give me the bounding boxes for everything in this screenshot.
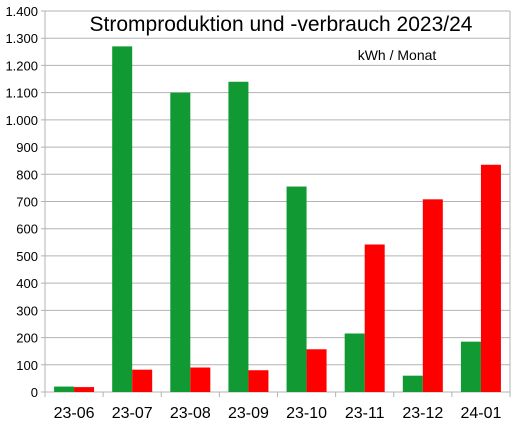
bar-series-1-23-11 — [344, 333, 365, 392]
y-axis-ticks: 0 100 200 300 400 500 600 700 800 900 1.000 1.100 1.… — [5, 4, 38, 400]
x-tick-label: 23-06 — [54, 405, 95, 422]
bar-series-1-23-12 — [402, 375, 423, 392]
x-tick-label: 23-09 — [228, 405, 269, 422]
bar-series-2-23-10 — [306, 349, 327, 392]
y-tick-label: 1.000 — [5, 113, 38, 128]
bar-series-1-23-06 — [54, 386, 75, 392]
bar-series-1-23-09 — [228, 81, 249, 392]
y-tick-label: 1.400 — [5, 4, 38, 19]
bar-series-2-23-11 — [364, 244, 385, 392]
y-tick-label: 1.300 — [5, 31, 38, 46]
y-tick-label: 200 — [16, 331, 38, 346]
x-tick-label: 23-10 — [286, 405, 327, 422]
x-tick-label: 23-11 — [345, 405, 385, 422]
y-tick-label: 700 — [16, 195, 38, 210]
bars — [54, 46, 501, 393]
bar-series-2-23-12 — [422, 199, 443, 392]
y-tick-label: 900 — [16, 140, 38, 155]
unit-label: kWh / Monat — [358, 47, 437, 63]
y-tick-label: 1.100 — [5, 86, 38, 101]
bar-series-1-23-07 — [112, 46, 133, 392]
bar-series-2-23-08 — [190, 367, 211, 392]
y-tick-label: 300 — [16, 303, 38, 318]
y-tick-label: 600 — [16, 222, 38, 237]
y-tick-label: 400 — [16, 276, 38, 291]
bar-series-2-24-01 — [480, 164, 501, 392]
y-tick-label: 800 — [16, 167, 38, 182]
x-axis-ticks: 23-06 23-07 23-08 23-09 23-10 23-11 23-12 24-01 — [54, 405, 502, 422]
x-tick-label: 24-01 — [460, 405, 501, 422]
y-tick-label: 100 — [16, 358, 38, 373]
chart-title: Stromproduktion und -verbrauch 2023/24 — [90, 13, 473, 36]
x-tick-label: 23-12 — [402, 405, 443, 422]
bar-series-1-23-08 — [170, 92, 191, 393]
bar-series-2-23-06 — [74, 387, 95, 392]
bar-series-2-23-09 — [248, 370, 269, 392]
bar-series-1-24-01 — [460, 341, 481, 392]
y-tick-label: 500 — [16, 249, 38, 264]
bar-series-2-23-07 — [132, 369, 153, 392]
bar-series-1-23-10 — [286, 186, 307, 392]
y-tick-label: 0 — [31, 385, 38, 400]
x-tick-label: 23-08 — [170, 405, 211, 422]
x-tick-label: 23-07 — [112, 405, 153, 422]
y-tick-label: 1.200 — [5, 58, 38, 73]
